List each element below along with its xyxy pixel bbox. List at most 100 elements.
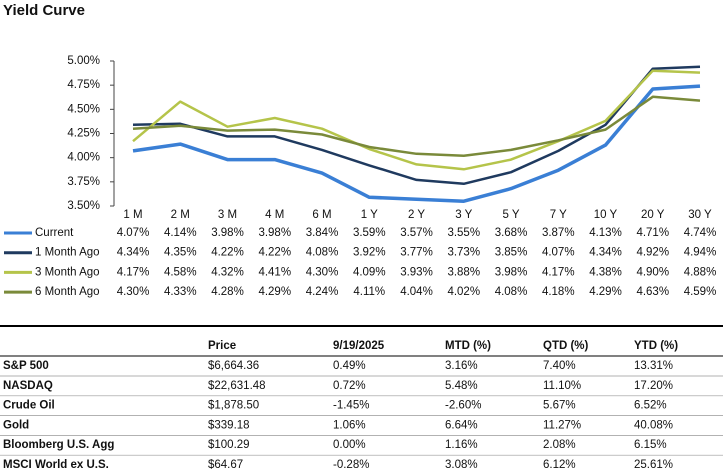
value-label: 3.98% (495, 266, 528, 278)
value-label: 3.92% (353, 247, 386, 259)
legend-label: 1 Month Ago (35, 247, 100, 259)
value-label: 4.32% (211, 266, 244, 278)
cell: $339.18 (208, 419, 250, 431)
value-label: 4.11% (353, 286, 385, 298)
value-label: 4.29% (258, 286, 291, 298)
x-tick-label: 20 Y (641, 209, 665, 221)
column-header: QTD (%) (543, 340, 589, 352)
value-label: 4.14% (164, 227, 197, 239)
cell: 6.12% (543, 459, 576, 471)
cell: 3.16% (445, 360, 478, 372)
value-label: 3.93% (400, 266, 433, 278)
cell: $6,664.36 (208, 360, 259, 372)
cell: 25.61% (634, 459, 673, 471)
cell: 0.49% (333, 360, 366, 372)
value-label: 4.88% (684, 266, 717, 278)
value-label: 4.28% (211, 286, 244, 298)
value-label: 4.24% (306, 286, 339, 298)
cell: 11.27% (543, 419, 581, 431)
value-label: 3.84% (306, 227, 339, 239)
y-tick-label: 4.75% (67, 79, 100, 91)
value-label: 4.35% (164, 247, 197, 259)
cell: 13.31% (634, 360, 673, 372)
value-label: 3.55% (447, 227, 480, 239)
y-tick-label: 4.00% (67, 152, 100, 164)
value-label: 3.77% (400, 247, 433, 259)
value-label: 4.04% (400, 286, 433, 298)
value-label: 4.71% (636, 227, 669, 239)
value-label: 4.29% (589, 286, 622, 298)
row-name: Gold (3, 419, 29, 431)
cell: 0.72% (333, 380, 366, 392)
row-name: S&P 500 (3, 360, 49, 372)
legend-label: 3 Month Ago (35, 266, 100, 278)
cell: -0.28% (333, 459, 369, 471)
x-tick-label: 3 Y (455, 209, 472, 221)
row-name: MSCI World ex U.S. (3, 459, 109, 471)
value-label: 4.41% (258, 266, 291, 278)
y-tick-label: 4.25% (67, 128, 100, 140)
cell: 2.08% (543, 439, 576, 451)
value-label: 4.17% (542, 266, 575, 278)
column-header: YTD (%) (634, 340, 678, 352)
x-tick-label: 2 M (171, 209, 190, 221)
series-line (132, 69, 701, 171)
x-tick-label: 7 Y (550, 209, 567, 221)
row-name: Bloomberg U.S. Agg (3, 439, 114, 451)
cell: 1.06% (333, 419, 366, 431)
value-label: 3.73% (447, 247, 480, 259)
value-label: 4.38% (589, 266, 622, 278)
x-tick-label: 30 Y (688, 209, 712, 221)
value-label: 4.92% (636, 247, 669, 259)
series-line (132, 95, 701, 157)
column-header: MTD (%) (445, 340, 491, 352)
series-line (132, 84, 701, 203)
cell: 1.16% (445, 439, 478, 451)
value-label: 4.07% (542, 247, 575, 259)
x-tick-label: 1 M (123, 209, 142, 221)
cell: 17.20% (634, 380, 673, 392)
series-line (132, 65, 701, 186)
value-label: 3.59% (353, 227, 386, 239)
value-label: 4.22% (211, 247, 244, 259)
y-tick-label: 3.50% (67, 200, 100, 212)
cell: 6.52% (634, 400, 667, 412)
x-tick-label: 6 M (312, 209, 331, 221)
x-tick-label: 10 Y (594, 209, 618, 221)
cell: $22,631.48 (208, 380, 266, 392)
column-header: 9/19/2025 (333, 340, 385, 352)
row-name: NASDAQ (3, 380, 53, 392)
cell: 40.08% (634, 419, 673, 431)
value-label: 4.18% (542, 286, 575, 298)
cell: $64.67 (208, 459, 243, 471)
value-label: 4.59% (684, 286, 717, 298)
value-label: 4.74% (684, 227, 717, 239)
cell: 5.48% (445, 380, 478, 392)
value-label: 3.85% (495, 247, 528, 259)
value-label: 4.13% (589, 227, 622, 239)
cell: -2.60% (445, 400, 481, 412)
value-label: 4.94% (684, 247, 717, 259)
value-label: 4.17% (117, 266, 150, 278)
value-label: 4.34% (589, 247, 622, 259)
chart-title: Yield Curve (3, 2, 85, 19)
column-header: Price (208, 340, 236, 352)
value-label: 4.08% (306, 247, 339, 259)
value-label: 4.90% (636, 266, 669, 278)
value-label: 3.88% (447, 266, 480, 278)
value-label: 4.58% (164, 266, 197, 278)
value-label: 4.22% (258, 247, 291, 259)
legend-label: Current (35, 227, 74, 239)
value-label: 4.30% (117, 286, 150, 298)
y-tick-label: 5.00% (67, 55, 100, 67)
cell: $100.29 (208, 439, 250, 451)
x-tick-label: 1 Y (361, 209, 378, 221)
legend-label: 6 Month Ago (35, 286, 100, 298)
value-label: 4.02% (447, 286, 480, 298)
value-label: 4.63% (636, 286, 669, 298)
value-label: 3.87% (542, 227, 575, 239)
cell: 3.08% (445, 459, 478, 471)
row-name: Crude Oil (3, 400, 55, 412)
cell: 11.10% (543, 380, 581, 392)
